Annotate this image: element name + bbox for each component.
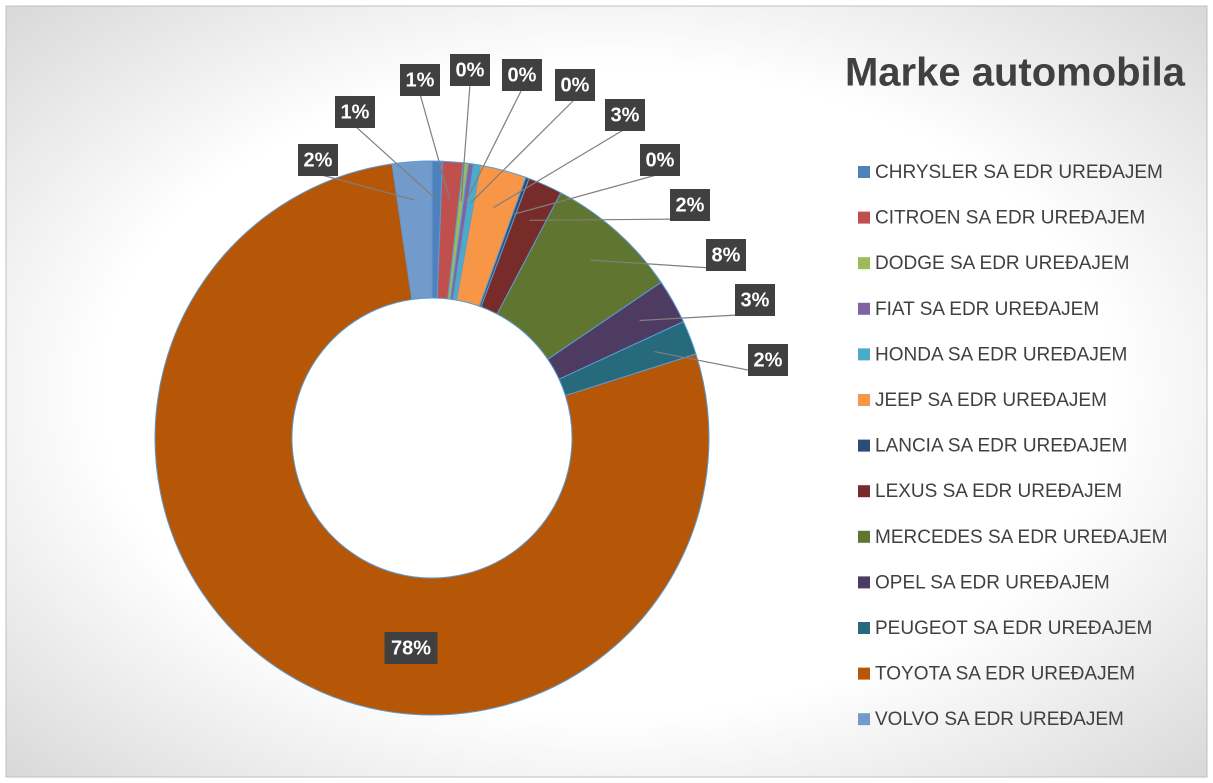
data-label-box [670,189,710,221]
legend-swatch [858,667,870,680]
data-label-box [400,64,440,96]
leader-line [590,259,727,270]
data-label-box [748,344,788,376]
data-label: 2% [676,194,705,216]
legend-swatch [858,713,870,726]
data-label-box [640,144,680,176]
data-label: 0% [646,149,675,171]
leader-line [317,173,415,201]
data-label: 1% [406,69,435,91]
data-label-box [502,59,542,91]
data-label-box [450,54,490,86]
data-label: 3% [611,104,640,126]
legend-swatch [858,257,870,270]
legend-label: CHRYSLER SA EDR UREĐAJEM [875,162,1163,183]
data-label-box [298,144,338,176]
legend-swatch [858,211,870,224]
data-label: 0% [508,64,537,86]
leader-line [354,125,437,200]
legend-label: HONDA SA EDR UREĐAJEM [875,344,1127,365]
data-label: 0% [456,59,485,81]
legend-label: LEXUS SA EDR UREĐAJEM [875,481,1122,502]
data-label-box [555,69,595,101]
leader-line [514,173,661,215]
data-label-box [384,632,438,664]
leader-line [529,218,691,221]
data-label: 2% [754,349,783,371]
legend-swatch [858,302,870,315]
legend-label: LANCIA SA EDR UREĐAJEM [875,436,1127,457]
data-label-box [706,239,746,271]
leader-line [460,83,471,202]
donut-slice [391,160,433,301]
legend-swatch [858,394,870,406]
legend-swatch [858,576,870,589]
data-label: 3% [741,289,770,311]
data-label: 2% [304,149,333,171]
legend-label: CITROEN SA EDR UREĐAJEM [875,208,1145,229]
donut-slice [154,163,710,716]
legend-swatch [858,348,870,361]
data-label: 1% [341,101,370,123]
leader-line [465,88,523,203]
leader-line [419,93,451,201]
data-label: 78% [391,637,431,659]
legend-swatch [858,530,870,543]
legend-label: DODGE SA EDR UREĐAJEM [875,253,1129,274]
data-label: 8% [712,244,741,266]
legend-label: MERCEDES SA EDR UREĐAJEM [875,527,1167,548]
legend-label: PEUGEOT SA EDR UREĐAJEM [875,618,1152,639]
chart-title: Marke automobila [845,51,1186,95]
legend-label: FIAT SA EDR UREĐAJEM [875,299,1099,320]
legend-label: VOLVO SA EDR UREĐAJEM [875,709,1124,730]
leader-line [493,128,626,209]
legend-swatch [858,485,870,498]
legend-swatch [858,622,870,634]
data-label: 0% [561,74,590,96]
legend-label: JEEP SA EDR UREĐAJEM [875,390,1107,411]
legend-label: TOYOTA SA EDR UREĐAJEM [875,664,1135,685]
data-label-box [735,284,775,316]
leader-line [470,98,576,204]
legend-swatch [858,166,870,178]
data-label-box [605,99,645,131]
legend-swatch [858,439,870,452]
data-label-box [335,96,375,128]
legend-label: OPEL SA EDR UREĐAJEM [875,572,1110,593]
